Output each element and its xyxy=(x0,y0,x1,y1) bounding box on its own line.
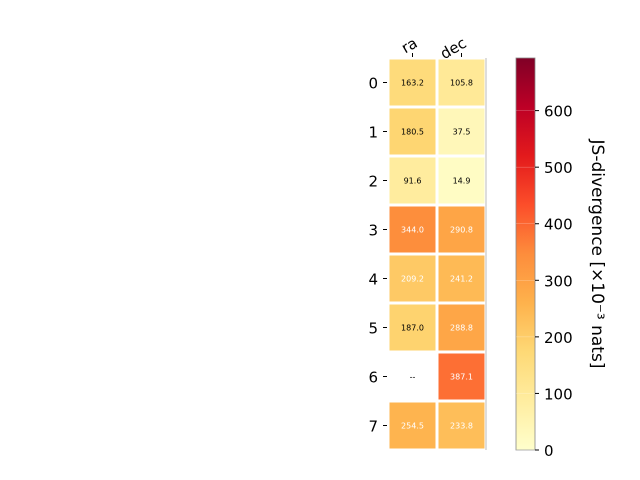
colorbar-label: JS-divergence [×10⁻³ nats] xyxy=(587,139,607,369)
column-tick-label: ra xyxy=(398,34,420,57)
colorbar-tick-label: 0 xyxy=(544,442,554,460)
cell-value-label: 288.8 xyxy=(450,324,473,333)
row-tick-label: 1 xyxy=(368,124,378,142)
cell-value-label: 241.2 xyxy=(450,275,473,284)
row-tick-label: 7 xyxy=(368,418,378,436)
heatmap-cell xyxy=(389,304,436,351)
heatmap-cell xyxy=(438,108,485,155)
cell-value-label: -- xyxy=(410,373,416,382)
heatmap-cell xyxy=(389,402,436,449)
row-tick-label: 5 xyxy=(368,320,378,338)
cell-value-label: 187.0 xyxy=(401,324,424,333)
colorbar: 0 100 200 300 400 500 600 JS-divergence [×10⁻³ … xyxy=(515,57,607,460)
colorbar-tick-label: 300 xyxy=(544,272,573,290)
column-axis: ra dec xyxy=(398,34,469,63)
heatmap-cell xyxy=(389,353,436,400)
heatmap-cell xyxy=(438,402,485,449)
row-tick-label: 6 xyxy=(368,369,378,387)
colorbar-tick-label: 100 xyxy=(544,385,573,403)
heatmap-cell xyxy=(438,304,485,351)
cell-value-label: 254.5 xyxy=(401,422,424,431)
heatmap-cell xyxy=(389,157,436,204)
colorbar-tick-label: 500 xyxy=(544,159,573,177)
heatmap-cell xyxy=(438,206,485,253)
heatmap-cell xyxy=(389,206,436,253)
heatmap-grid: 163.2 105.8 180.5 37.5 91.6 14.9 344.0 290.8 209… xyxy=(389,58,487,450)
cell-value-label: 387.1 xyxy=(450,373,473,382)
colorbar-gradient xyxy=(515,57,536,451)
cell-value-label: 163.2 xyxy=(401,79,424,88)
column-tick-label: dec xyxy=(437,34,469,63)
cell-value-label: 180.5 xyxy=(401,128,424,137)
colorbar-tick-label: 600 xyxy=(544,103,573,121)
heatmap-cell xyxy=(438,353,485,400)
row-tick-label: 3 xyxy=(368,222,378,240)
heatmap-cell xyxy=(389,108,436,155)
heatmap-cell xyxy=(389,59,436,106)
colorbar-tick-label: 200 xyxy=(544,329,573,347)
heatmap-cell xyxy=(438,157,485,204)
row-tick-label: 4 xyxy=(368,271,378,289)
row-tick-label: 2 xyxy=(368,173,378,191)
cell-value-label: 290.8 xyxy=(450,226,473,235)
row-axis: 0 1 2 3 4 5 6 7 xyxy=(368,75,387,436)
cell-value-label: 209.2 xyxy=(401,275,424,284)
heatmap-cell xyxy=(438,255,485,302)
cell-value-label: 37.5 xyxy=(453,128,471,137)
cell-value-label: 105.8 xyxy=(450,79,473,88)
cell-value-label: 344.0 xyxy=(401,226,424,235)
heatmap-cell xyxy=(438,59,485,106)
cell-value-label: 91.6 xyxy=(404,177,422,186)
cell-value-label: 14.9 xyxy=(453,177,471,186)
heatmap-cell xyxy=(389,255,436,302)
cell-value-label: 233.8 xyxy=(450,422,473,431)
colorbar-tick-label: 400 xyxy=(544,216,573,234)
row-tick-label: 0 xyxy=(368,75,378,93)
